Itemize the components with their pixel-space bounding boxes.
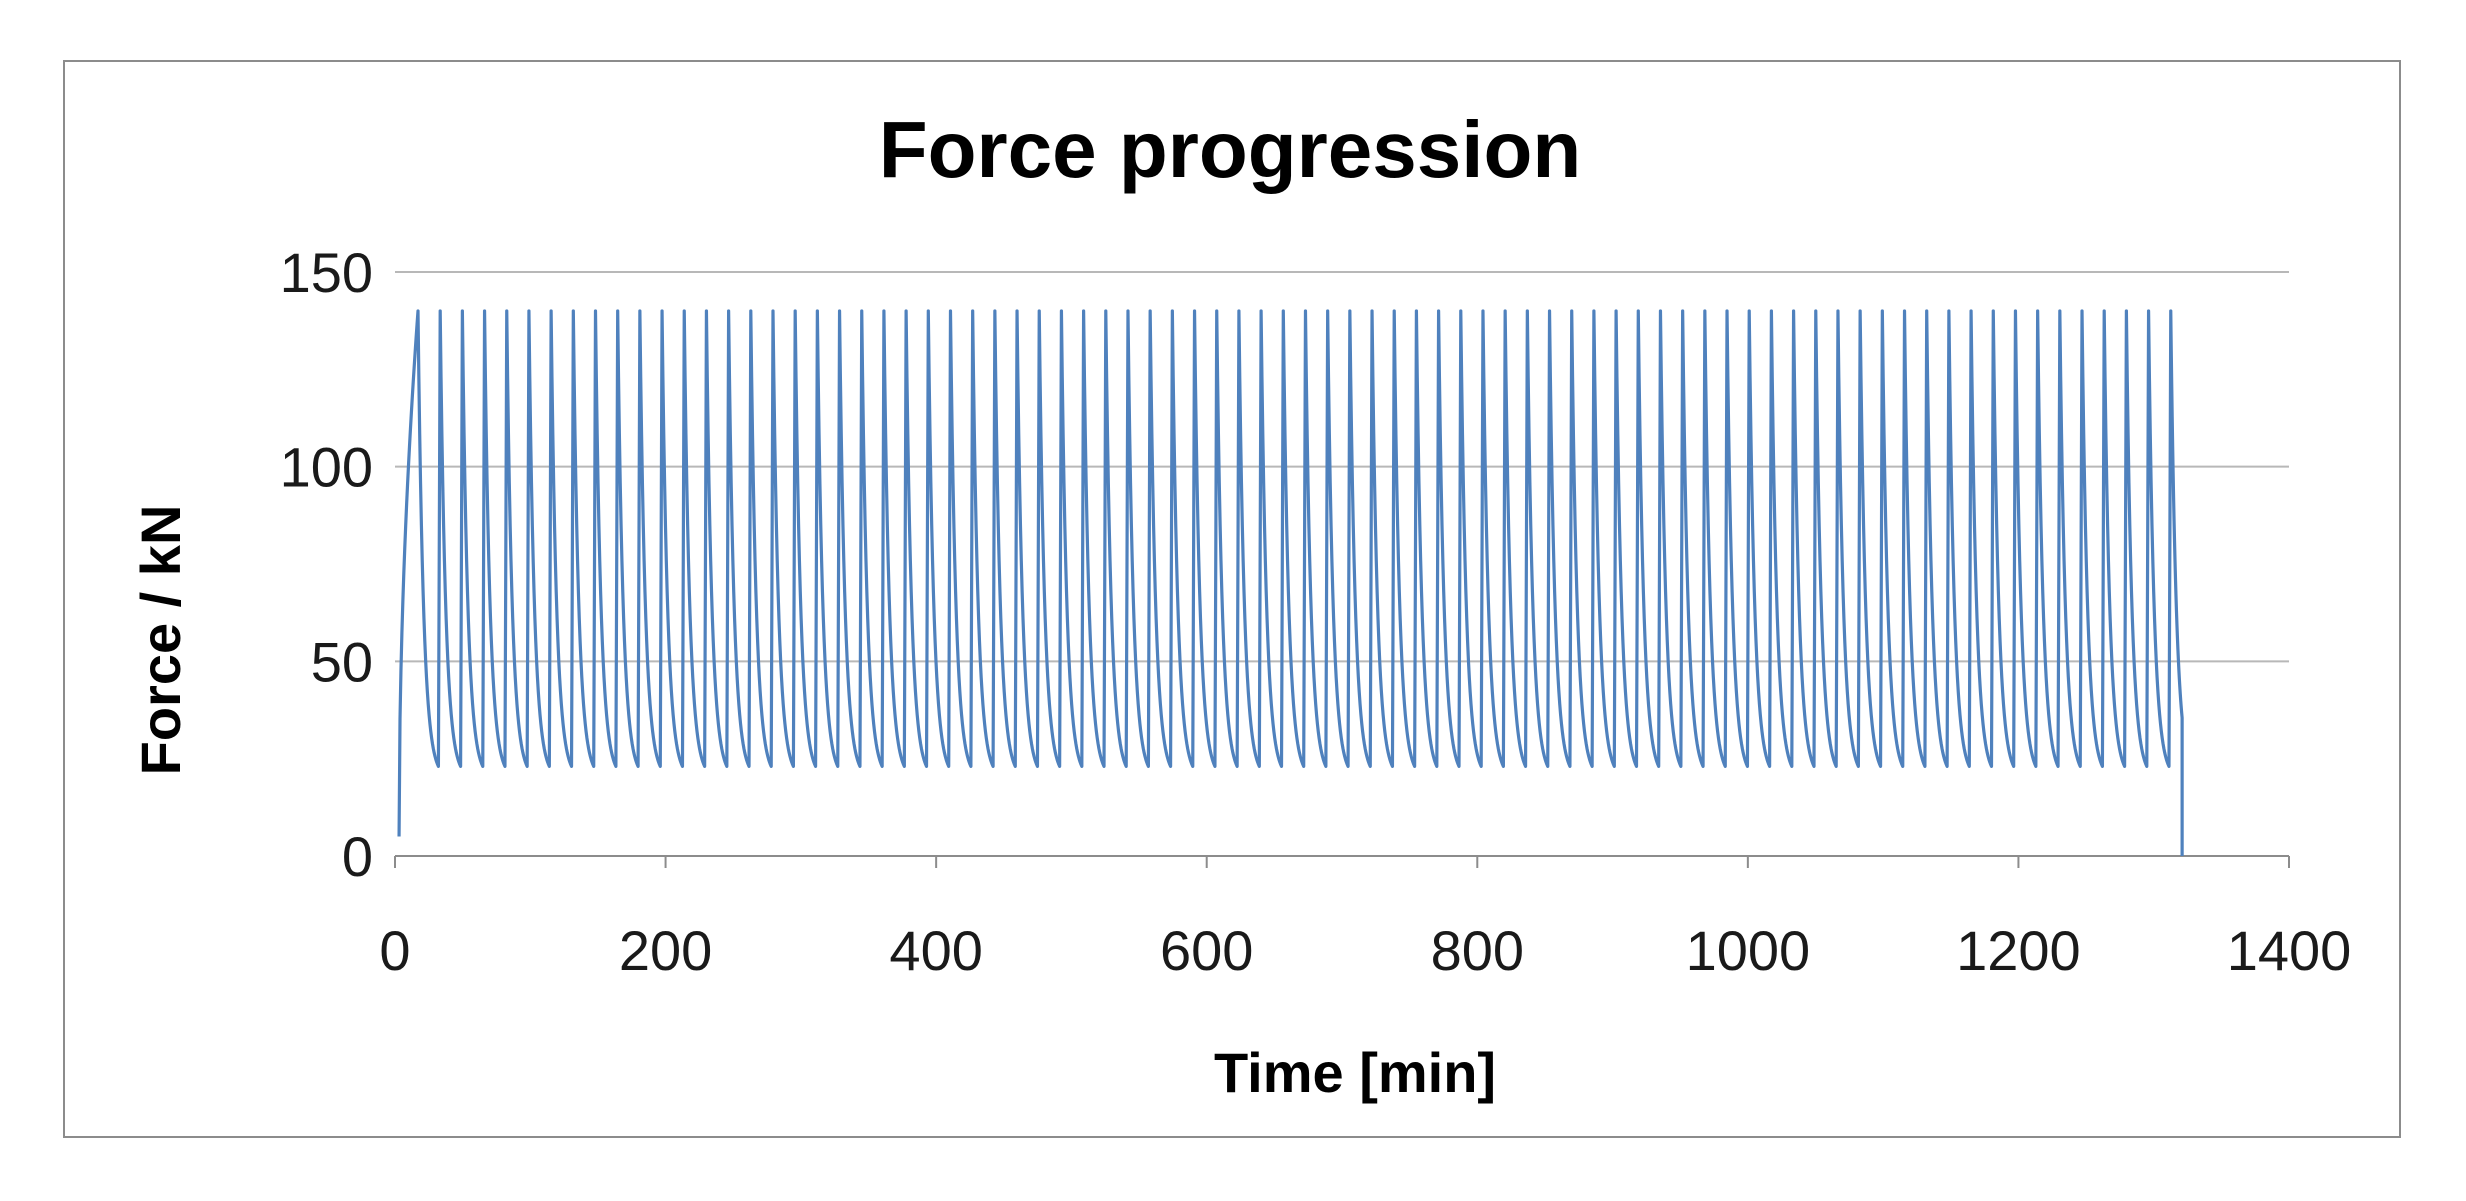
x-tick-label: 0 <box>379 919 410 982</box>
y-tick-label: 0 <box>342 825 373 888</box>
gridlines <box>395 271 2289 663</box>
x-tick-label: 400 <box>889 919 982 982</box>
x-tick-label: 200 <box>619 919 712 982</box>
y-tick-labels: 0 50 100 150 <box>280 241 373 888</box>
chart-frame: Force progression 0 50 100 150 0 200 400 600 80… <box>63 60 2401 1138</box>
x-tick-label: 1400 <box>2227 919 2352 982</box>
x-axis-title: Time [min] <box>1214 1041 1496 1104</box>
x-tick-label: 600 <box>1160 919 1253 982</box>
x-tick-label: 800 <box>1431 919 1524 982</box>
y-axis-title: Force / kN <box>129 505 192 776</box>
x-tick-label: 1200 <box>1956 919 2081 982</box>
chart-svg: Force progression 0 50 100 150 0 200 400 600 80… <box>129 105 2351 1104</box>
y-tick-label: 100 <box>280 436 373 499</box>
y-tick-label: 150 <box>280 241 373 304</box>
x-tick-label: 1000 <box>1686 919 1811 982</box>
x-tick-labels: 0 200 400 600 800 1000 1200 1400 <box>379 919 2351 982</box>
chart-title: Force progression <box>879 105 1581 194</box>
axes <box>394 855 2290 868</box>
y-tick-label: 50 <box>311 630 373 693</box>
force-series-line <box>397 309 2184 856</box>
